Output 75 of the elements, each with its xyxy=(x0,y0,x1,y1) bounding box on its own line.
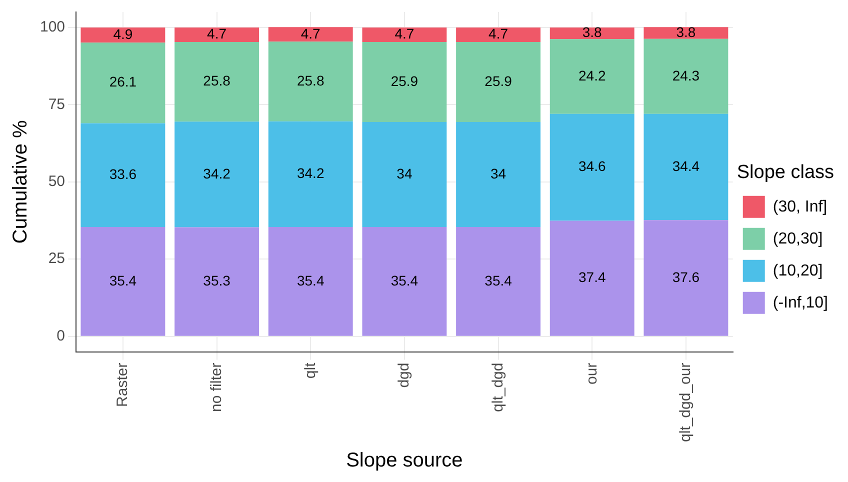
data-label: 34.2 xyxy=(203,165,231,182)
data-label: 35.4 xyxy=(109,272,137,288)
bar xyxy=(174,42,260,122)
data-label: 37.6 xyxy=(672,268,700,285)
data-label: 3.8 xyxy=(582,24,602,40)
bar xyxy=(268,121,353,227)
data-label: 34 xyxy=(490,165,506,182)
bar xyxy=(550,27,634,40)
data-label: 4.7 xyxy=(207,26,227,42)
bar xyxy=(268,27,353,42)
data-label: 25.9 xyxy=(484,72,512,89)
data-label: 4.7 xyxy=(488,26,508,42)
bar xyxy=(80,226,166,336)
bar xyxy=(80,123,166,227)
legend-label: (20,30] xyxy=(772,230,823,248)
bar xyxy=(174,227,260,336)
bar xyxy=(644,27,728,39)
data-label: 3.8 xyxy=(676,24,696,40)
data-label: 25.8 xyxy=(296,72,324,88)
x-tick-label: qlt xyxy=(302,362,319,379)
legend-label: (10,20] xyxy=(772,262,823,280)
x-tick-label: dgd xyxy=(396,362,413,388)
y-tick-label: 100 xyxy=(40,18,66,36)
bar xyxy=(550,220,634,336)
data-label: 35.4 xyxy=(296,272,324,288)
legend-title: Slope class xyxy=(736,162,834,183)
data-label: 34.4 xyxy=(672,158,700,174)
data-label: 35.3 xyxy=(203,272,231,288)
legend-label: (30, Inf] xyxy=(772,198,828,216)
x-tick-label: Raster xyxy=(114,362,132,407)
data-label: 37.4 xyxy=(578,269,606,286)
bar xyxy=(362,122,447,227)
x-tick-label: no filter xyxy=(208,362,225,412)
x-axis-title: Slope source xyxy=(346,450,463,472)
bar xyxy=(80,42,166,124)
data-label: 33.6 xyxy=(109,166,137,182)
bar xyxy=(456,226,541,336)
bar xyxy=(268,226,353,336)
y-tick-label: 0 xyxy=(56,327,66,344)
x-tick-label: qlt_dgd xyxy=(489,362,506,412)
bar xyxy=(174,27,260,42)
bar xyxy=(456,122,541,227)
data-label: 35.4 xyxy=(390,272,418,288)
data-label: 35.4 xyxy=(484,272,512,288)
bar xyxy=(362,226,447,336)
data-label: 24.3 xyxy=(672,67,700,84)
data-label: 4.7 xyxy=(394,26,414,42)
bar xyxy=(456,27,541,42)
data-label: 4.7 xyxy=(300,25,321,42)
legend-label: (-Inf,10] xyxy=(772,294,828,312)
x-tick-label: qlt_dgd_our xyxy=(677,362,694,442)
y-axis-title: Cumulative % xyxy=(10,120,32,244)
bar xyxy=(550,114,634,221)
bar xyxy=(456,42,541,122)
x-tick-label: our xyxy=(583,362,600,384)
y-tick-label: 75 xyxy=(48,96,66,113)
data-label: 25.9 xyxy=(390,72,418,89)
y-tick-label: 25 xyxy=(48,250,66,268)
bar xyxy=(644,220,728,336)
data-label: 4.9 xyxy=(113,26,133,42)
bar xyxy=(174,122,260,228)
data-label: 34 xyxy=(396,165,412,182)
bar xyxy=(644,114,728,220)
bar xyxy=(362,42,447,122)
data-label: 34.2 xyxy=(296,165,324,182)
data-label: 25.8 xyxy=(203,72,231,89)
data-label: 24.2 xyxy=(578,67,606,84)
bar xyxy=(644,38,728,114)
bar xyxy=(268,42,353,122)
y-tick-label: 50 xyxy=(48,173,66,190)
bar xyxy=(80,27,166,43)
bar xyxy=(550,39,634,114)
data-label: 34.6 xyxy=(578,158,606,174)
bar xyxy=(362,27,447,42)
data-label: 26.1 xyxy=(109,74,137,90)
